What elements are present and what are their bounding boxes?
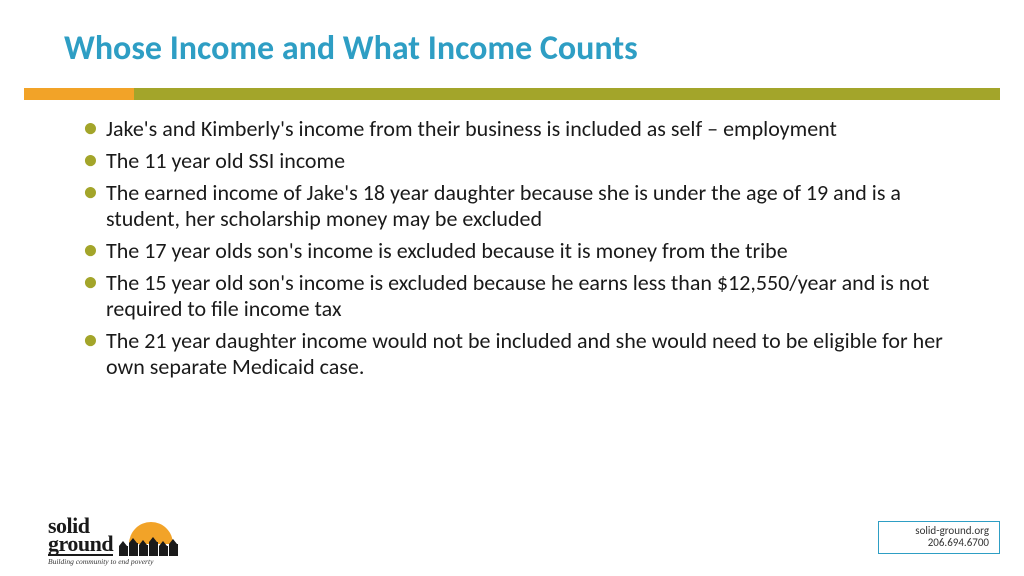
bullet-list: Jake's and Kimberly's income from their … xyxy=(84,116,944,380)
list-item: The 17 year olds son's income is exclude… xyxy=(84,238,944,264)
logo-line2: ground xyxy=(48,535,113,556)
logo-icon xyxy=(119,520,183,556)
slide: Whose Income and What Income Counts Jake… xyxy=(0,0,1024,576)
divider-main xyxy=(134,88,1000,100)
slide-title: Whose Income and What Income Counts xyxy=(64,28,638,69)
divider-bar xyxy=(24,88,1000,100)
list-item: The 11 year old SSI income xyxy=(84,148,944,174)
list-item: The 15 year old son's income is excluded… xyxy=(84,270,944,322)
logo-wordmark: solid ground xyxy=(48,517,113,556)
list-item: The earned income of Jake's 18 year daug… xyxy=(84,180,944,232)
list-item: Jake's and Kimberly's income from their … xyxy=(84,116,944,142)
footer-phone: 206.694.6700 xyxy=(915,537,989,550)
content-area: Jake's and Kimberly's income from their … xyxy=(84,116,944,386)
list-item: The 21 year daughter income would not be… xyxy=(84,328,944,380)
houses-icon xyxy=(119,538,183,556)
logo: solid ground xyxy=(48,517,183,556)
logo-tagline: Building community to end poverty xyxy=(48,557,153,566)
divider-accent xyxy=(24,88,134,100)
footer-contact: solid-ground.org 206.694.6700 xyxy=(878,521,1000,554)
